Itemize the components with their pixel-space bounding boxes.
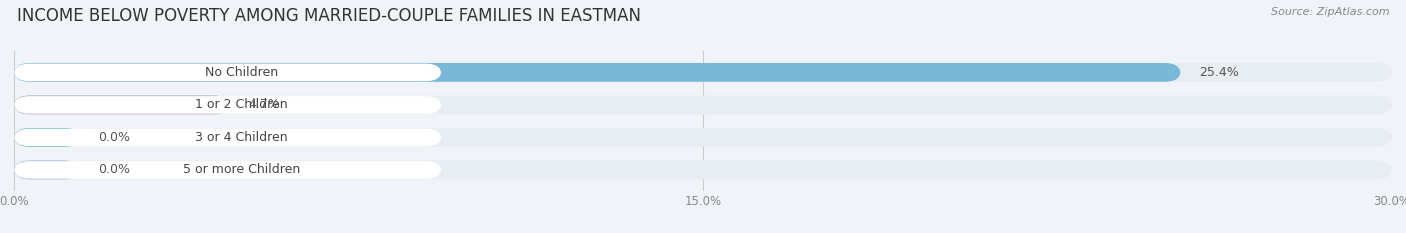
Text: Source: ZipAtlas.com: Source: ZipAtlas.com (1271, 7, 1389, 17)
Text: 0.0%: 0.0% (98, 163, 131, 176)
FancyBboxPatch shape (14, 64, 441, 81)
Text: 0.0%: 0.0% (98, 131, 131, 144)
FancyBboxPatch shape (14, 128, 80, 147)
Text: 5 or more Children: 5 or more Children (183, 163, 299, 176)
Text: 25.4%: 25.4% (1199, 66, 1239, 79)
FancyBboxPatch shape (14, 129, 441, 146)
FancyBboxPatch shape (14, 161, 441, 179)
FancyBboxPatch shape (14, 96, 441, 114)
FancyBboxPatch shape (14, 63, 1181, 82)
FancyBboxPatch shape (14, 161, 1392, 179)
Text: INCOME BELOW POVERTY AMONG MARRIED-COUPLE FAMILIES IN EASTMAN: INCOME BELOW POVERTY AMONG MARRIED-COUPL… (17, 7, 641, 25)
FancyBboxPatch shape (14, 128, 1392, 147)
Text: 3 or 4 Children: 3 or 4 Children (195, 131, 288, 144)
FancyBboxPatch shape (14, 63, 1392, 82)
Text: 1 or 2 Children: 1 or 2 Children (195, 98, 288, 111)
FancyBboxPatch shape (14, 96, 231, 114)
FancyBboxPatch shape (14, 96, 1392, 114)
Text: 4.7%: 4.7% (249, 98, 280, 111)
FancyBboxPatch shape (14, 161, 80, 179)
Text: No Children: No Children (205, 66, 278, 79)
